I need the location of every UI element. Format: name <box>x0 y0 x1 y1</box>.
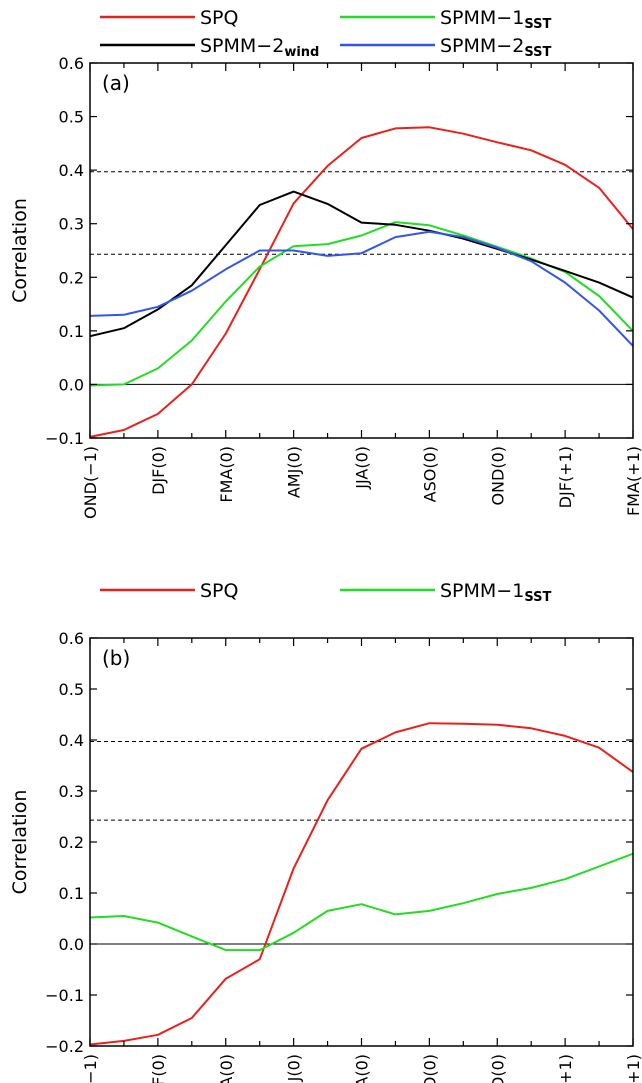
plot-frame <box>89 637 634 1047</box>
y-tick-label: 0.0 <box>59 935 84 954</box>
series-line-3 <box>89 190 634 338</box>
x-tick-label: AMJ(0) <box>285 446 304 498</box>
y-tick-label: 0.4 <box>59 731 84 750</box>
legend-label: SPQ <box>200 580 238 602</box>
y-tick-label: 0.3 <box>59 215 84 234</box>
chart-panel-1: −0.1 0.0 0.1 0.2 0.3 0.4 0.5 0.6 OND(−1) DJF(0) FM… <box>9 7 642 519</box>
y-tick-label: 0.5 <box>59 680 84 699</box>
y-tick-label: 0.3 <box>59 782 84 801</box>
series-line-1 <box>89 126 634 438</box>
y-tick-label: 0.0 <box>59 375 84 394</box>
y-tick-label: −0.1 <box>45 429 84 448</box>
x-tick-label: ASO(0) <box>420 446 439 502</box>
x-tick-label: AMJ(0) <box>285 1054 304 1083</box>
x-tick-label: DJF(+1) <box>556 446 575 508</box>
x-tick-label: OND(0) <box>488 1054 507 1083</box>
series-line-1 <box>89 722 634 1046</box>
x-tick-label: OND(−1) <box>81 1054 100 1083</box>
y-tick-label: 0.5 <box>59 108 84 127</box>
y-tick-label: 0.6 <box>59 629 84 648</box>
x-tick-label: DJF(0) <box>149 446 168 495</box>
chart-panel-2: −0.2 −0.1 0.0 0.1 0.2 0.3 0.4 0.5 0.6 OND(−1) DJF(… <box>9 580 642 1083</box>
y-tick-label: 0.1 <box>59 884 84 903</box>
legend-label: SPMM−1SST <box>440 580 551 605</box>
series-line-4 <box>89 230 634 347</box>
series-line-2 <box>89 852 634 952</box>
y-tick-label: 0.4 <box>59 161 84 180</box>
legend-label: SPMM−1SST <box>440 7 551 32</box>
series-line-2 <box>89 221 634 387</box>
legend-label: SPMM−2wind <box>200 35 319 60</box>
y-axis-label: Correlation <box>9 790 31 895</box>
legend-label: SPMM−2SST <box>440 35 551 60</box>
y-tick-label: 0.6 <box>59 54 84 73</box>
panel-label: (b) <box>102 646 130 670</box>
x-tick-label: FMA(+1) <box>624 1054 642 1083</box>
x-tick-label: ASO(0) <box>420 1054 439 1083</box>
x-tick-label: JJA(0) <box>353 1054 372 1083</box>
x-tick-label: FMA(0) <box>217 446 236 503</box>
legend-label: SPQ <box>200 7 238 29</box>
plot-frame <box>89 62 634 439</box>
x-tick-label: OND(−1) <box>81 446 100 519</box>
x-tick-label: DJF(+1) <box>556 1054 575 1083</box>
panel-label: (a) <box>102 71 130 95</box>
legend: SPQ SPMM−1SST SPMM−2wind SPMM−2SST <box>100 7 551 60</box>
x-tick-label: OND(0) <box>488 446 507 506</box>
x-tick-label: FMA(0) <box>217 1054 236 1083</box>
y-tick-label: 0.2 <box>59 833 84 852</box>
y-tick-label: 0.1 <box>59 322 84 341</box>
x-tick-label: FMA(+1) <box>624 446 642 516</box>
y-axis-label: Correlation <box>9 198 31 303</box>
y-tick-label: −0.2 <box>45 1037 84 1056</box>
y-tick-label: −0.1 <box>45 986 84 1005</box>
y-tick-label: 0.2 <box>59 268 84 287</box>
x-tick-label: DJF(0) <box>149 1054 168 1083</box>
x-tick-label: JJA(0) <box>353 446 372 490</box>
legend: SPQ SPMM−1SST <box>100 580 551 605</box>
